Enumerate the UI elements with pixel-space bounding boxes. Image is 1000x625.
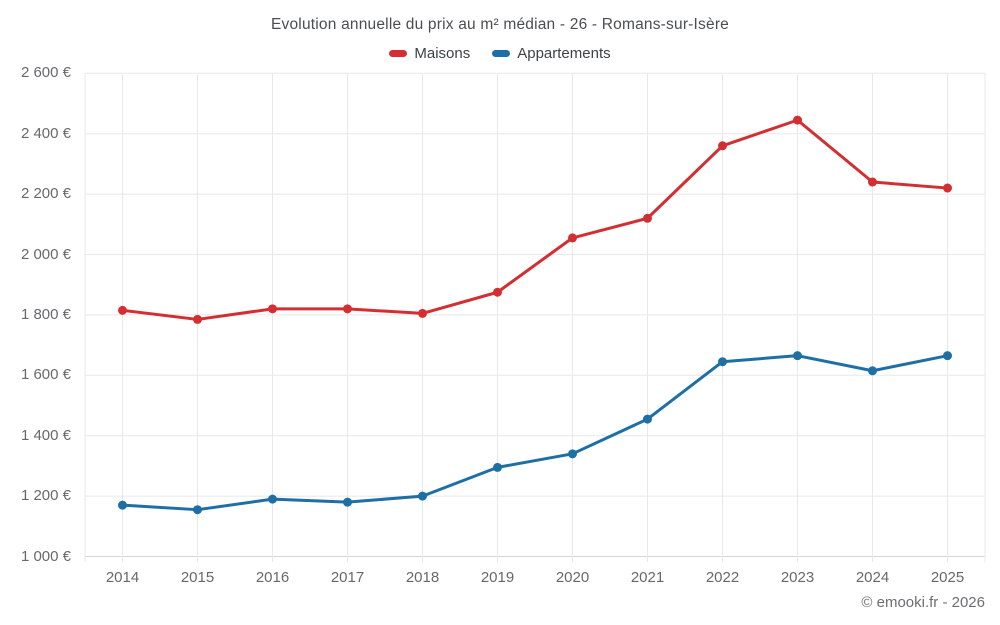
point-maisons-2014[interactable] xyxy=(118,305,127,315)
point-appartements-2018[interactable] xyxy=(418,491,427,501)
point-maisons-2025[interactable] xyxy=(943,183,952,193)
x-axis-label-2016: 2016 xyxy=(255,569,290,586)
point-maisons-2021[interactable] xyxy=(643,213,652,223)
point-maisons-2019[interactable] xyxy=(493,287,502,297)
y-axis-label-2400: 2 400 € xyxy=(20,124,71,142)
x-axis-label-2024: 2024 xyxy=(855,569,890,586)
point-appartements-2014[interactable] xyxy=(118,500,127,510)
y-axis-label-1800: 1 800 € xyxy=(20,305,71,323)
y-axis-label-1400: 1 400 € xyxy=(20,426,71,444)
x-axis-label-2017: 2017 xyxy=(330,569,365,586)
legend-label-appartements: Appartements xyxy=(517,45,611,62)
legend-label-maisons: Maisons xyxy=(414,45,471,62)
legend-item-maisons[interactable]: Maisons xyxy=(389,45,470,62)
point-appartements-2020[interactable] xyxy=(568,449,577,459)
point-appartements-2023[interactable] xyxy=(793,351,802,361)
series-line-appartements xyxy=(121,354,949,512)
point-appartements-2021[interactable] xyxy=(643,414,652,424)
y-axis-label-2200: 2 200 € xyxy=(20,185,71,203)
legend: Maisons Appartements xyxy=(0,45,1000,62)
point-maisons-2024[interactable] xyxy=(868,177,877,187)
watermark: © emooki.fr - 2026 xyxy=(861,594,985,611)
point-appartements-2022[interactable] xyxy=(718,357,727,367)
point-appartements-2024[interactable] xyxy=(868,366,877,376)
point-appartements-2017[interactable] xyxy=(343,497,352,507)
x-axis-label-2021: 2021 xyxy=(630,569,665,586)
y-axis-label-2000: 2 000 € xyxy=(20,245,71,263)
legend-marker-appartements xyxy=(492,50,511,57)
point-maisons-2016[interactable] xyxy=(268,304,277,314)
x-axis-label-2019: 2019 xyxy=(480,569,515,586)
y-axis-label-1000: 1 000 € xyxy=(20,547,71,565)
x-axis-label-2023: 2023 xyxy=(780,569,815,586)
point-maisons-2015[interactable] xyxy=(193,314,202,324)
chart-title: Evolution annuelle du prix au m² médian … xyxy=(271,16,729,33)
point-appartements-2016[interactable] xyxy=(268,494,277,504)
x-axis-label-2025: 2025 xyxy=(930,569,965,586)
series-line-maisons xyxy=(121,118,949,321)
point-maisons-2023[interactable] xyxy=(793,115,802,125)
x-axis-label-2020: 2020 xyxy=(555,569,590,586)
legend-item-appartements[interactable]: Appartements xyxy=(492,45,611,62)
point-maisons-2022[interactable] xyxy=(718,141,727,151)
x-axis-label-2022: 2022 xyxy=(705,569,740,586)
point-appartements-2015[interactable] xyxy=(193,505,202,515)
y-axis-label-1200: 1 200 € xyxy=(20,487,71,505)
y-axis-label-2600: 2 600 € xyxy=(20,64,71,82)
point-appartements-2025[interactable] xyxy=(943,351,952,361)
point-maisons-2017[interactable] xyxy=(343,304,352,314)
point-maisons-2020[interactable] xyxy=(568,233,577,243)
x-axis-label-2014: 2014 xyxy=(105,569,140,586)
legend-marker-maisons xyxy=(389,50,408,57)
y-axis-label-1600: 1 600 € xyxy=(20,366,71,384)
x-axis-label-2018: 2018 xyxy=(405,569,440,586)
point-appartements-2019[interactable] xyxy=(493,462,502,472)
point-maisons-2018[interactable] xyxy=(418,308,427,318)
x-axis-label-2015: 2015 xyxy=(180,569,215,586)
